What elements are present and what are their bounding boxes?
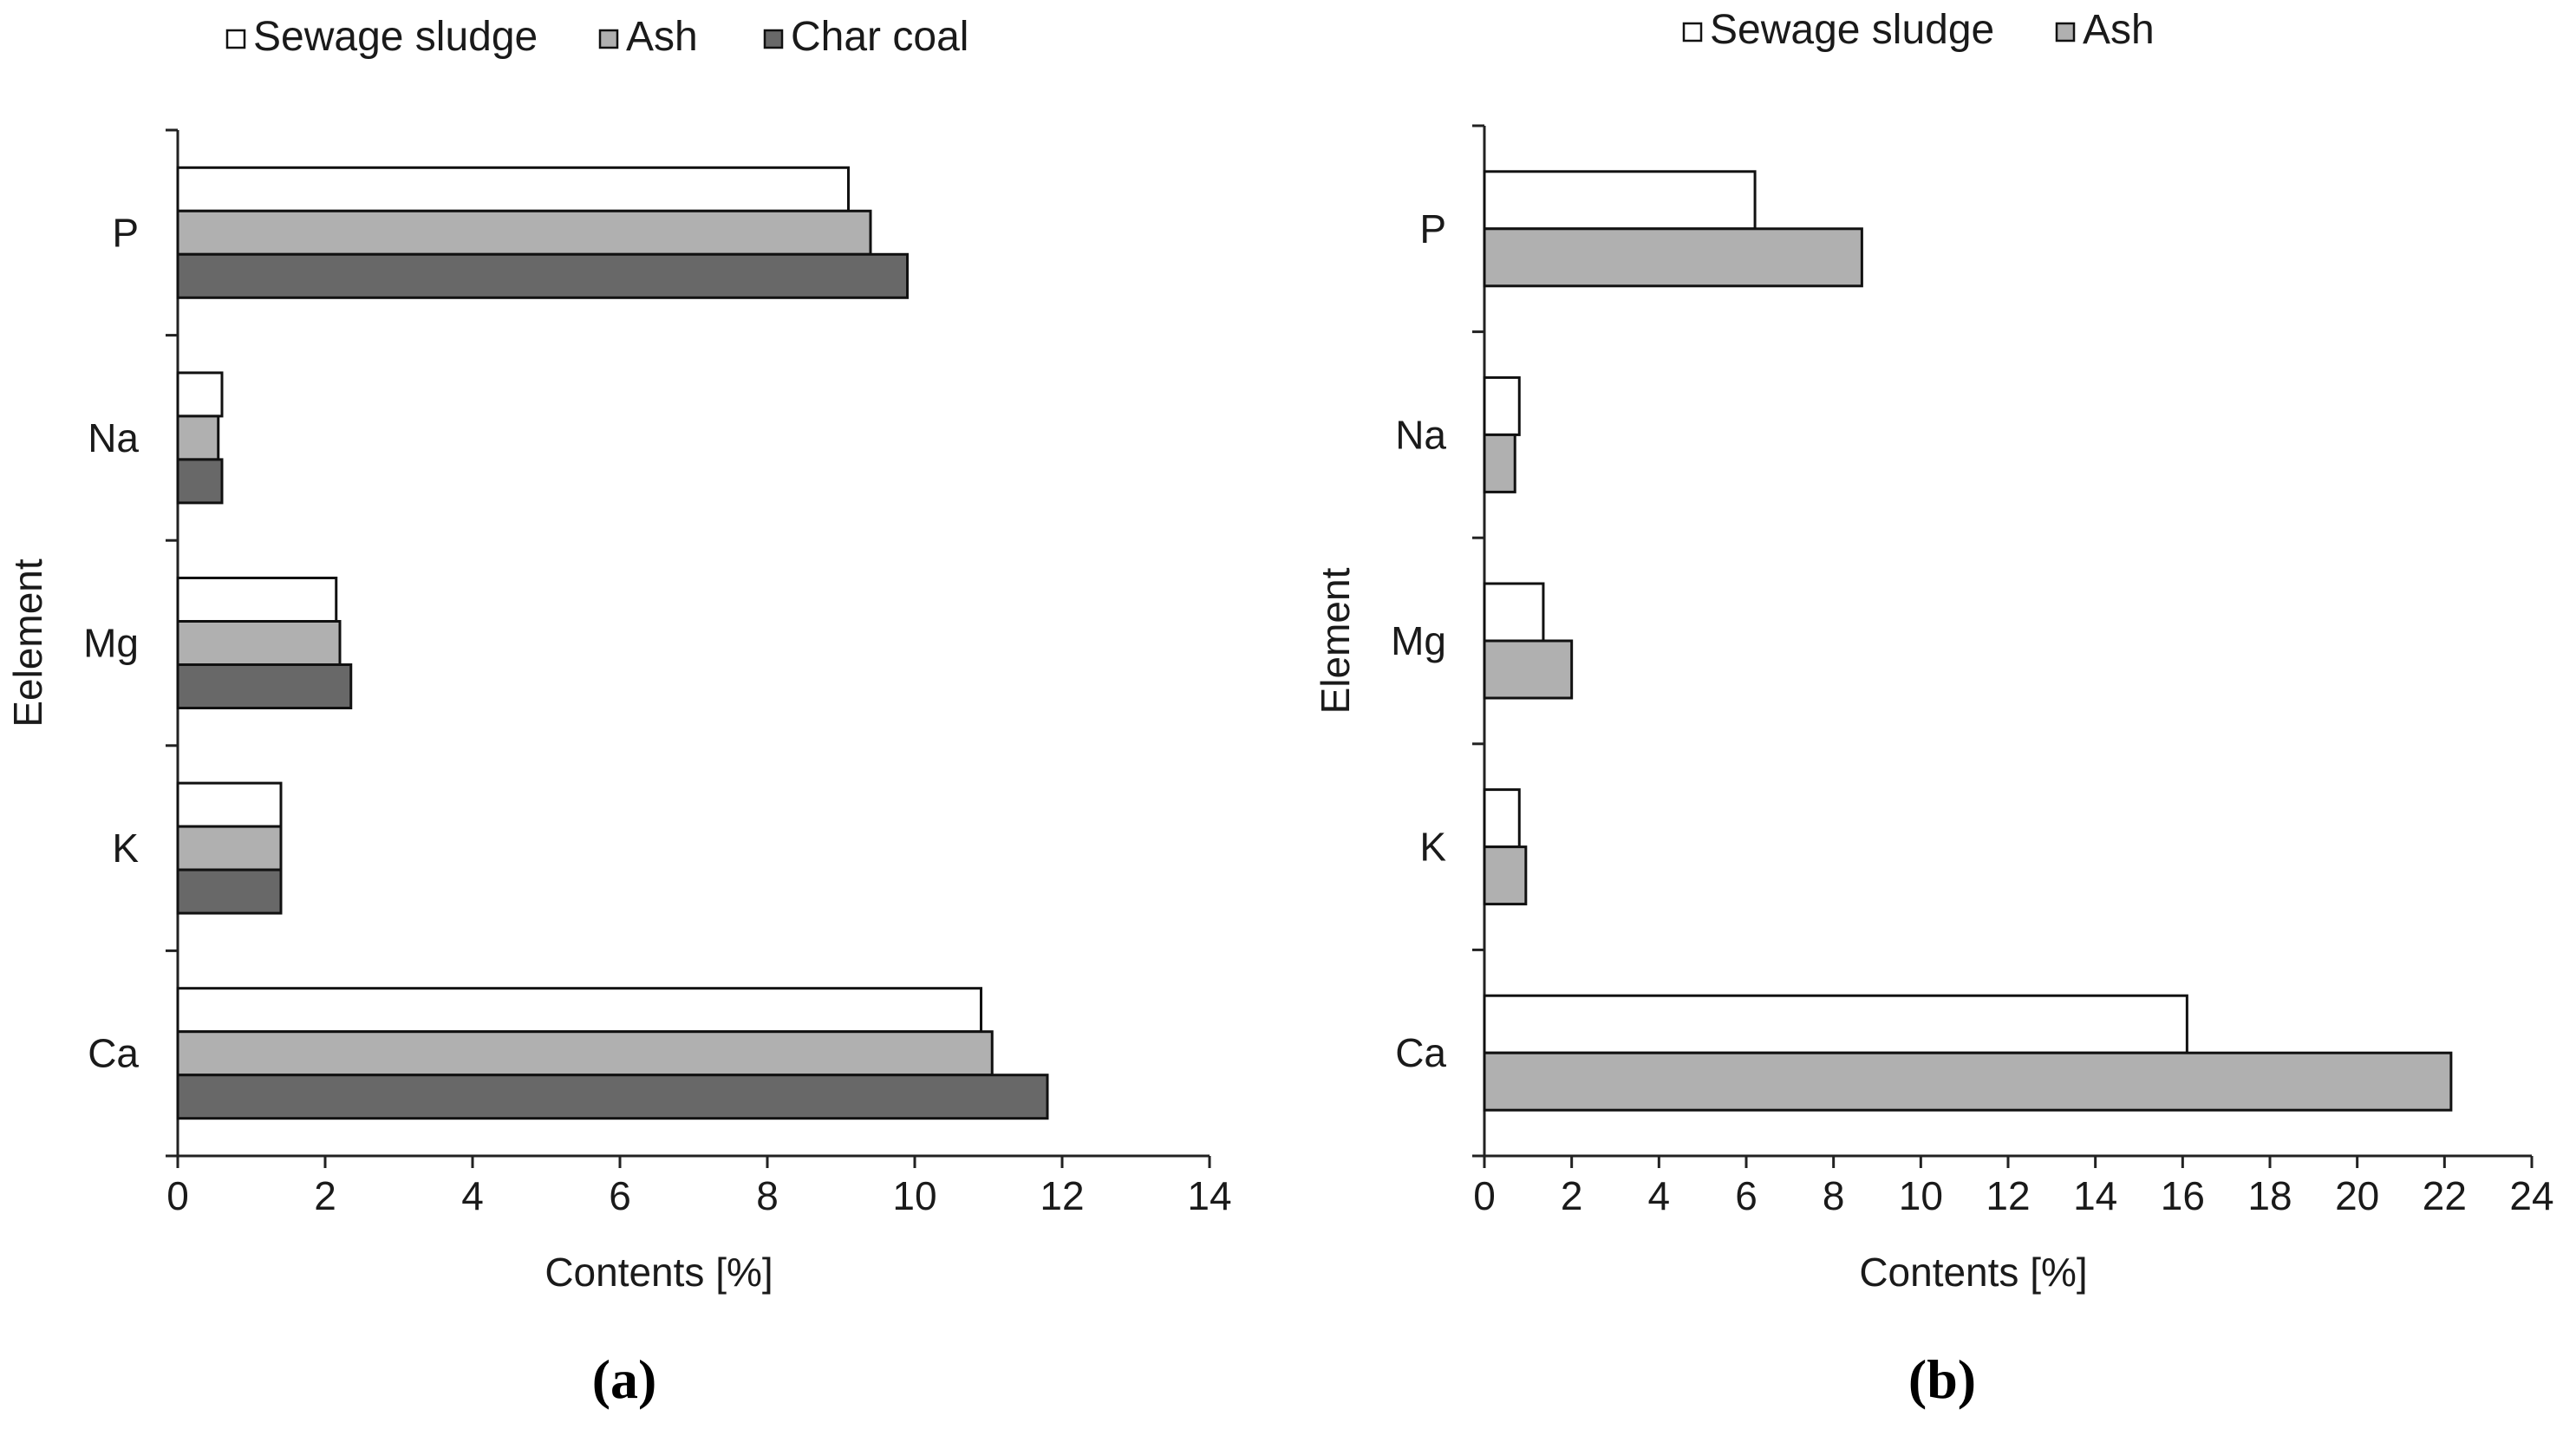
bar-mg-ash <box>176 620 342 666</box>
bar-ca-sewage-sludge <box>1483 994 2188 1054</box>
bar-ca-ash <box>176 1030 994 1077</box>
category-label: Na <box>88 415 139 460</box>
x-tick-label: 8 <box>1823 1173 1845 1218</box>
x-tick-label: 24 <box>2509 1173 2553 1218</box>
x-axis-title-b: Contents [%] <box>1859 1250 2087 1295</box>
x-tick-label: 0 <box>166 1173 189 1218</box>
x-tick-label: 4 <box>1648 1173 1671 1218</box>
bar-mg-char-coal <box>176 663 353 709</box>
bar-k-char-coal <box>176 868 283 915</box>
legend-swatch <box>225 29 246 49</box>
x-tick-label: 2 <box>314 1173 336 1218</box>
bar-p-char-coal <box>176 252 909 299</box>
legend-label: Char coal <box>791 14 968 60</box>
x-tick-label: 10 <box>1899 1173 1943 1218</box>
x-tick-label: 12 <box>1040 1173 1084 1218</box>
category-label: P <box>112 210 139 255</box>
bar-na-char-coal <box>176 458 224 505</box>
x-tick-label: 8 <box>756 1173 779 1218</box>
bars-a <box>176 166 1049 1120</box>
x-tick-label: 4 <box>461 1173 484 1218</box>
category-labels-b: P Na Mg K Ca <box>1391 206 1446 1075</box>
category-label: Na <box>1395 412 1446 457</box>
legend-b: Sewage sludge Ash <box>1682 7 2155 53</box>
x-tick-label: 14 <box>2073 1173 2117 1218</box>
bar-na-ash <box>1483 433 1516 493</box>
x-tick-label: 18 <box>2247 1173 2292 1218</box>
category-label: Mg <box>83 621 139 666</box>
bar-mg-sewage-sludge <box>176 577 338 623</box>
bar-na-sewage-sludge <box>176 371 224 418</box>
bar-ca-ash <box>1483 1051 2453 1112</box>
legend-swatch <box>1682 22 1703 42</box>
legend-label: Ash <box>2083 7 2155 53</box>
x-tick-label: 10 <box>892 1173 936 1218</box>
x-axis-title-a: Contents [%] <box>545 1250 773 1295</box>
category-label: K <box>112 826 139 871</box>
legend-a: Sewage sludge Ash Char coal <box>225 14 968 60</box>
legend-label: Ash <box>626 14 698 60</box>
legend-label: Sewage sludge <box>1710 7 1994 53</box>
category-label: Mg <box>1391 618 1446 663</box>
x-tick-label: 16 <box>2161 1173 2205 1218</box>
panel-label-b: (b) <box>1908 1348 1976 1410</box>
bar-p-sewage-sludge <box>1483 170 1757 231</box>
bar-k-sewage-sludge <box>1483 788 1521 849</box>
y-axis-title-b: Element <box>1313 567 1358 714</box>
bar-na-sewage-sludge <box>1483 375 1521 436</box>
bar-ca-char-coal <box>176 1074 1049 1120</box>
x-tick-labels-a: 0 2 4 6 8 10 12 14 <box>166 1173 1231 1218</box>
x-ticks-a <box>176 1156 1211 1168</box>
x-tick-label: 22 <box>2423 1173 2467 1218</box>
x-tick-labels-b: 0 2 4 6 8 10 12 14 16 18 20 22 24 <box>1473 1173 2553 1218</box>
x-tick-label: 12 <box>1986 1173 2030 1218</box>
legend-label: Sewage sludge <box>253 14 538 60</box>
bar-mg-ash <box>1483 639 1574 700</box>
bar-k-ash <box>1483 845 1528 906</box>
x-tick-label: 6 <box>1735 1173 1758 1218</box>
bar-mg-sewage-sludge <box>1483 582 1545 643</box>
category-label: K <box>1419 825 1446 870</box>
x-tick-label: 0 <box>1473 1173 1496 1218</box>
bar-p-sewage-sludge <box>176 166 850 212</box>
category-label: Ca <box>88 1031 139 1076</box>
y-ticks-b <box>1472 124 1484 1158</box>
bar-k-ash <box>176 825 283 871</box>
legend-swatch <box>763 29 784 49</box>
x-tick-label: 6 <box>609 1173 631 1218</box>
bar-na-ash <box>176 414 220 461</box>
category-label: Ca <box>1395 1030 1446 1075</box>
y-axis-title-a: Eelement <box>5 558 50 728</box>
y-ticks-a <box>166 128 178 1158</box>
panel-label-a: (a) <box>592 1348 657 1410</box>
x-tick-label: 14 <box>1187 1173 1231 1218</box>
x-tick-label: 20 <box>2335 1173 2379 1218</box>
legend-swatch <box>598 29 619 49</box>
x-ticks-b <box>1483 1156 2534 1168</box>
x-tick-label: 2 <box>1561 1173 1583 1218</box>
panel-a: Sewage sludge Ash Char coal P Na Mg K Ca 0 2 4 6 8… <box>5 14 1232 1410</box>
bars-b <box>1483 170 2453 1112</box>
category-label: P <box>1419 206 1446 251</box>
bar-p-ash <box>1483 227 1863 288</box>
legend-swatch <box>2055 22 2076 42</box>
category-labels-a: P Na Mg K Ca <box>83 210 139 1075</box>
bar-p-ash <box>176 209 872 256</box>
bar-ca-sewage-sludge <box>176 987 982 1034</box>
bar-k-sewage-sludge <box>176 781 283 828</box>
